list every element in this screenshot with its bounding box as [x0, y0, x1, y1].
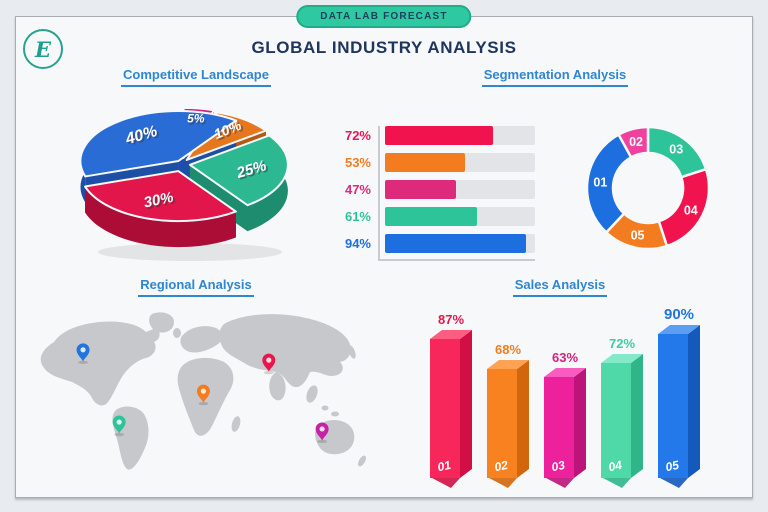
column-category-label-03: 03: [550, 458, 566, 475]
column-value-label-90%: 90%: [664, 306, 694, 323]
section-title-regional[interactable]: Regional Analysis: [138, 277, 254, 297]
bar-value-label-47%: 47%: [344, 182, 371, 197]
column-value-label-72%: 72%: [609, 336, 635, 351]
donut-segment-label-01: 01: [593, 175, 607, 189]
pie-label-shadow: 5%: [189, 113, 207, 127]
column-side: [631, 354, 643, 478]
bar-fill-61%: [385, 207, 477, 226]
column-front: [601, 363, 631, 478]
column-side: [460, 330, 472, 478]
bar-value-label-94%: 94%: [344, 236, 371, 251]
column-value-label-87%: 87%: [438, 312, 464, 327]
pie-slice-25%: [188, 134, 289, 207]
bar-track: [385, 153, 535, 172]
bar-axis-area: [378, 126, 535, 261]
bar-value-label-72%: 72%: [344, 128, 371, 143]
column-bar-02: 02 68%: [487, 342, 529, 488]
pie-slice-30%: [84, 170, 237, 223]
bar-fill-94%: [385, 234, 526, 253]
section-title-segmentation[interactable]: Segmentation Analysis: [481, 67, 629, 87]
column-top: [544, 368, 586, 377]
pie-slice-10%: [185, 111, 267, 161]
map-pin-australia: [315, 422, 329, 444]
header-badge: DATA LAB FORECAST: [296, 5, 472, 28]
section-segmentation: Segmentation Analysis: [420, 66, 690, 87]
column-top: [601, 354, 643, 363]
pie-slice-40%: [79, 110, 238, 178]
bar-track: [385, 126, 535, 145]
donut-segment-label-03: 03: [669, 143, 683, 157]
column-front: [487, 369, 517, 478]
column-base: [432, 478, 460, 488]
pie-shadow: [98, 243, 282, 261]
column-side: [517, 360, 529, 478]
bar-value-label-61%: 61%: [344, 209, 371, 224]
column-category-label-01: 01: [436, 458, 452, 475]
column-base: [546, 478, 574, 488]
bar-fill-47%: [385, 180, 456, 199]
bar-track: [385, 207, 535, 226]
column-side: [574, 368, 586, 478]
bar-value-labels: 72% 53% 47% 61% 94%: [342, 126, 378, 261]
column-base: [489, 478, 517, 488]
column-top: [658, 325, 700, 334]
segmentation-bar-chart: 72% 53% 47% 61% 94%: [342, 126, 535, 261]
brand-logo-letter: E: [34, 36, 51, 62]
competitive-pie-chart: 5%5% 10%10%25%25%30%30%40%40%: [79, 106, 289, 261]
bar-fill-53%: [385, 153, 465, 172]
column-category-label-05: 05: [664, 458, 680, 475]
section-sales: Sales Analysis: [430, 276, 690, 297]
bar-track: [385, 180, 535, 199]
column-category-label-02: 02: [493, 458, 509, 475]
donut-segment-label-02: 02: [629, 135, 643, 149]
page-title: GLOBAL INDUSTRY ANALYSIS: [251, 38, 517, 57]
donut-segment-label-04: 04: [684, 203, 698, 217]
column-top: [430, 330, 472, 339]
pie-slice-label-5%: 5%: [187, 111, 205, 125]
column-base: [660, 478, 688, 488]
donut-segment-label-05: 05: [631, 228, 645, 242]
column-bar-04: 04 72%: [601, 336, 643, 488]
column-value-label-63%: 63%: [552, 350, 578, 365]
map-pin-asia: [262, 353, 276, 375]
column-base: [603, 478, 631, 488]
bar-fill-72%: [385, 126, 493, 145]
bar-track: [385, 234, 535, 253]
pie-slice-label-30%: 30%: [142, 189, 175, 212]
map-pin-north-america: [76, 343, 90, 364]
column-category-label-04: 04: [607, 458, 623, 475]
map-pin-south-america: [112, 415, 126, 437]
column-value-label-68%: 68%: [495, 342, 521, 357]
donut-segment-02: [617, 125, 650, 159]
column-top: [487, 360, 529, 369]
brand-logo: E: [23, 29, 63, 69]
sales-column-chart: 01 87% 02 68% 03 63% 04 72% 05 90%: [430, 306, 700, 488]
column-front: [430, 339, 460, 478]
column-bar-03: 03 63%: [544, 350, 586, 488]
section-title-competitive[interactable]: Competitive Landscape: [121, 67, 271, 87]
column-side: [688, 325, 700, 478]
section-competitive: Competitive Landscape: [60, 66, 332, 87]
bar-value-label-53%: 53%: [344, 155, 371, 170]
column-front: [658, 334, 688, 478]
map-pin-africa: [196, 384, 210, 406]
regional-map: [40, 312, 366, 470]
column-bar-05: 05 90%: [658, 306, 700, 488]
column-front: [544, 377, 574, 478]
column-bar-01: 01 87%: [430, 312, 472, 488]
section-regional: Regional Analysis: [60, 276, 332, 297]
section-title-sales[interactable]: Sales Analysis: [512, 277, 608, 297]
pie-slice-30%-side: [85, 186, 236, 248]
segmentation-donut-chart: 03 04 05 01 02: [585, 125, 711, 251]
pie-label-shadow: 30%: [144, 190, 177, 213]
